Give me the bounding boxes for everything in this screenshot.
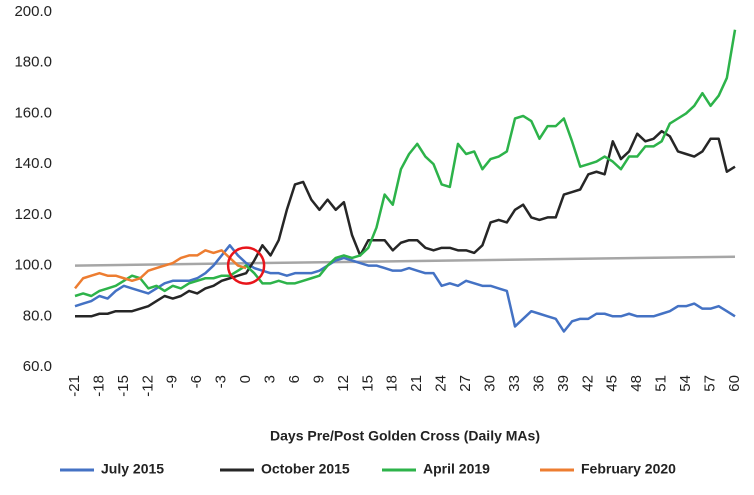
x-tick-label: 51 <box>653 375 670 392</box>
x-tick-label: 6 <box>286 375 303 383</box>
y-tick-label: 180.0 <box>14 54 52 71</box>
x-tick-label: -6 <box>188 375 205 388</box>
x-tick-label: 24 <box>433 375 450 392</box>
x-tick-label: -9 <box>164 375 181 388</box>
series-line <box>74 249 247 290</box>
legend-label: February 2020 <box>581 461 676 477</box>
x-tick-label: 21 <box>408 375 425 392</box>
x-tick-label: 45 <box>604 375 621 392</box>
x-tick-label: 27 <box>457 375 474 392</box>
y-tick-label: 60.0 <box>23 358 52 375</box>
x-axis-title: Days Pre/Post Golden Cross (Daily MAs) <box>270 428 540 444</box>
x-tick-label: -21 <box>66 375 83 397</box>
x-tick-label: 42 <box>579 375 596 392</box>
y-tick-label: 200.0 <box>14 3 52 20</box>
x-tick-label: 0 <box>237 375 254 383</box>
y-tick-label: 140.0 <box>14 155 52 172</box>
legend-label: October 2015 <box>261 461 350 477</box>
x-tick-label: 60 <box>726 375 743 392</box>
x-tick-label: -15 <box>115 375 132 397</box>
series-line <box>74 244 736 333</box>
y-tick-label: 80.0 <box>23 307 52 324</box>
x-tick-label: -18 <box>90 375 107 397</box>
x-tick-label: 18 <box>384 375 401 392</box>
x-tick-label: 57 <box>702 375 719 392</box>
x-tick-label: -12 <box>139 375 156 397</box>
x-tick-label: 36 <box>530 375 547 392</box>
x-tick-label: 12 <box>335 375 352 392</box>
legend-label: April 2019 <box>423 461 490 477</box>
y-tick-label: 160.0 <box>14 104 52 121</box>
x-tick-label: 15 <box>359 375 376 392</box>
highlight-circle <box>226 246 266 285</box>
x-tick-label: 3 <box>262 375 279 383</box>
x-tick-label: 54 <box>677 375 694 392</box>
x-tick-label: 33 <box>506 375 523 392</box>
y-tick-label: 120.0 <box>14 206 52 223</box>
x-tick-label: 30 <box>482 375 499 392</box>
reference-line <box>74 255 736 267</box>
x-tick-label: 39 <box>555 375 572 392</box>
y-tick-label: 100.0 <box>14 257 52 274</box>
legend-label: July 2015 <box>101 461 164 477</box>
series-line <box>75 129 736 318</box>
x-tick-label: 48 <box>628 375 645 392</box>
x-tick-label: -3 <box>213 375 230 388</box>
series-line <box>74 29 737 298</box>
x-tick-label: 9 <box>310 375 327 383</box>
